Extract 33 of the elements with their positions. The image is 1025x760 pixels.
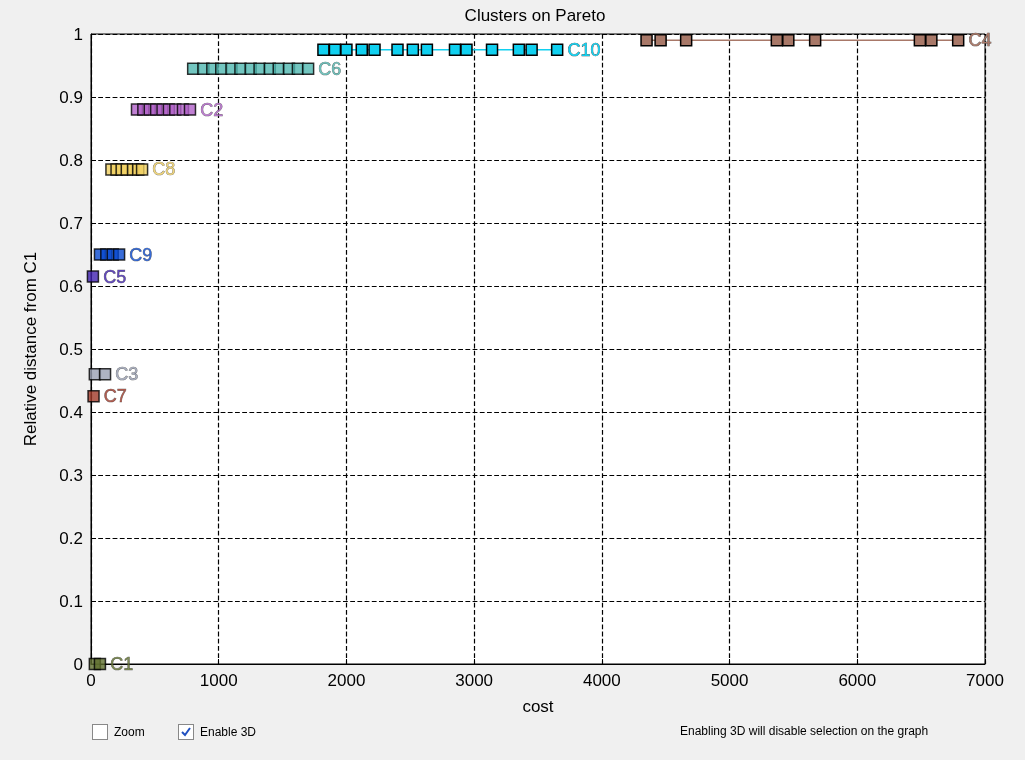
series-label: C5 <box>103 266 127 287</box>
y-axis-title: Relative distance from C1 <box>21 251 40 447</box>
series-label: C8 <box>152 159 176 180</box>
y-tick-label: 0.1 <box>59 591 83 611</box>
x-axis-title: cost <box>522 697 554 716</box>
series-label: C10 <box>567 39 601 60</box>
y-tick-label: 0.8 <box>59 150 83 170</box>
text: Zoom <box>114 725 145 739</box>
y-tick-label: 0.4 <box>59 402 83 422</box>
text: Enable 3D <box>200 725 257 739</box>
x-tick-label: 1000 <box>199 671 238 690</box>
y-tick-label: 0.7 <box>59 213 83 233</box>
y-tick-label: 0.6 <box>59 276 83 296</box>
y-tick-label: 0.5 <box>59 339 83 359</box>
series-label: C9 <box>129 244 153 265</box>
y-tick-label: 0.3 <box>59 465 83 485</box>
series-label: C7 <box>103 386 127 407</box>
series-label: C6 <box>318 58 342 79</box>
text: Enabling 3D will disable selection on the graph <box>680 724 929 738</box>
series-label: C3 <box>115 364 139 385</box>
x-tick-label: 7000 <box>966 671 1004 690</box>
y-tick-label: 0.9 <box>59 87 83 107</box>
y-tick-label: 0.2 <box>59 528 83 548</box>
x-tick-label: 2000 <box>327 671 366 690</box>
x-tick-label: 6000 <box>838 671 877 690</box>
x-tick-label: 3000 <box>455 671 494 690</box>
chart-title: Clusters on Pareto <box>464 6 606 25</box>
y-tick-label: 0 <box>73 654 83 674</box>
x-tick-label: 4000 <box>582 671 621 690</box>
y-tick-label: 1 <box>73 24 83 44</box>
x-tick-label: 0 <box>86 671 96 690</box>
series-label: C2 <box>200 99 224 120</box>
x-tick-label: 5000 <box>710 671 749 690</box>
